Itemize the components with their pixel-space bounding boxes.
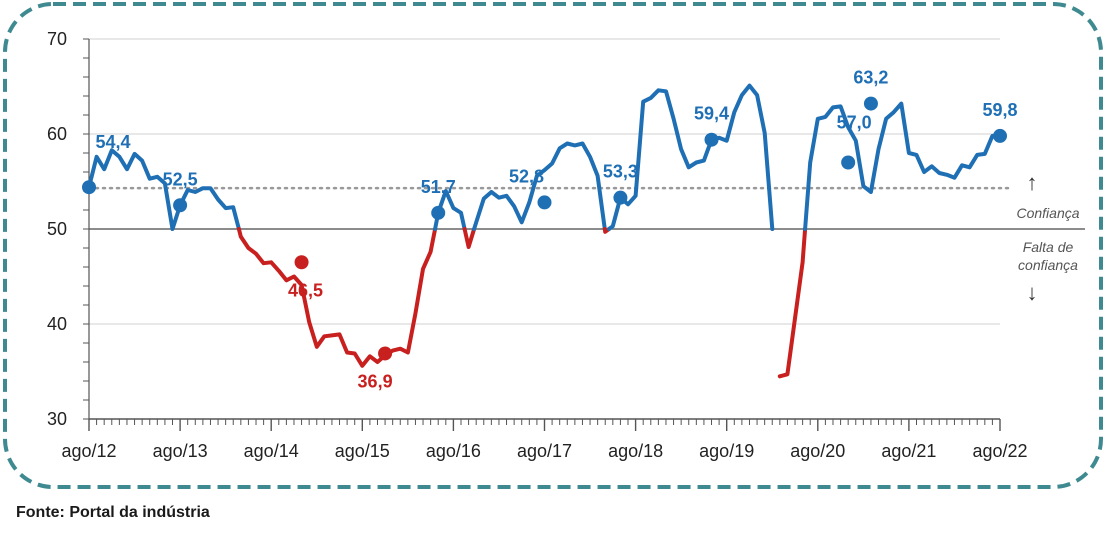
x-tick-label-5: ago/17 [517,441,572,461]
data-label-10: 59,8 [982,100,1017,120]
chart-frame [3,2,1103,489]
source-caption: Fonte: Portal da indústria [16,504,210,521]
y-tick-label-50: 50 [47,219,67,239]
series-segment-above [472,141,607,231]
x-tick-label-3: ago/15 [335,441,390,461]
data-label-6: 53,3 [603,162,638,182]
x-tick-label-9: ago/21 [881,441,936,461]
data-label-0: 54,4 [95,132,130,152]
x-tick-label-1: ago/13 [153,441,208,461]
side-annotations: ↑ Confiança Falta de confiança ↓ [1016,170,1079,305]
x-tick-label-4: ago/16 [426,441,481,461]
y-axis: 30 40 50 60 70 [47,29,90,429]
series-lines [87,83,995,379]
data-point-7 [704,132,719,147]
series-segment-below [236,227,438,368]
data-point-9 [863,96,878,111]
x-tick-label-7: ago/19 [699,441,754,461]
series-segment-below [462,227,477,249]
x-tick-label-0: ago/12 [61,441,116,461]
y-tick-label-70: 70 [47,29,67,49]
series-segment-above [607,83,775,231]
arrow-up-icon: ↑ [1027,170,1038,195]
y-tick-label-60: 60 [47,124,67,144]
data-point-4 [431,205,446,220]
arrow-down-icon: ↓ [1027,280,1038,305]
data-label-4: 51,7 [421,177,456,197]
data-label-5: 52,8 [509,166,544,186]
series-segment-above [803,101,995,231]
data-label-2: 46,5 [288,280,323,300]
data-point-6 [613,190,628,205]
data-label-1: 52,5 [163,169,198,189]
data-label-3: 36,9 [358,371,393,391]
data-point-1 [173,198,188,213]
data-point-8 [841,155,856,170]
data-point-0 [82,180,96,195]
x-tick-label-10: ago/22 [972,441,1027,461]
y-tick-label-40: 40 [47,314,67,334]
confidence-note: Confiança [1016,205,1079,221]
series-segment-below [777,227,808,379]
data-point-5 [537,195,552,210]
series-segment-above [87,148,241,231]
x-tick-label-6: ago/18 [608,441,663,461]
labeled-points: 54,4 52,5 46,5 36,9 51,7 52,8 53,3 59,4 57,0 63,2… [82,68,1018,391]
data-point-10 [993,128,1007,143]
no-confidence-note-line1: Falta de [1023,239,1074,255]
data-label-8: 57,0 [837,113,872,133]
data-point-2 [294,255,309,270]
no-confidence-note-line2: confiança [1018,257,1078,273]
x-axis: ago/12 ago/13 ago/14 ago/15 ago/16 ago/17 ago/… [61,418,1028,461]
data-point-3 [378,346,393,361]
data-label-9: 63,2 [853,68,888,88]
y-tick-label-30: 30 [47,409,67,429]
x-tick-label-8: ago/20 [790,441,845,461]
x-tick-label-2: ago/14 [244,441,299,461]
data-label-7: 59,4 [694,104,729,124]
